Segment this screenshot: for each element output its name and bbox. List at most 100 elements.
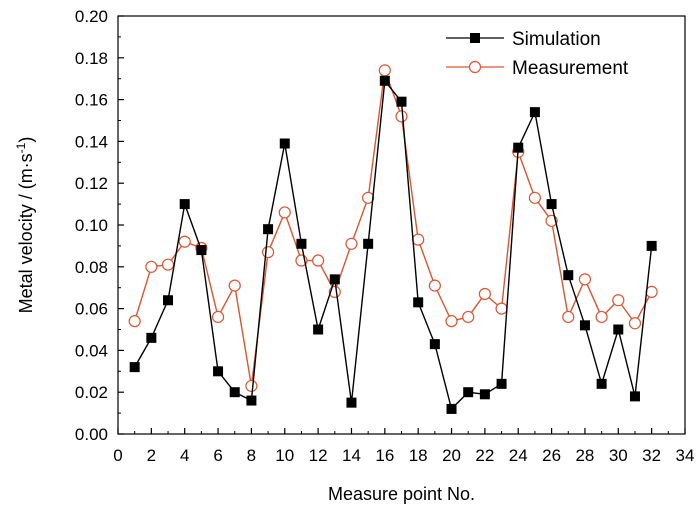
point-simulation	[579, 320, 590, 331]
y-tick-label: 0.18	[75, 49, 108, 68]
point-measurement	[495, 302, 508, 315]
legend-label-simulation: Simulation	[512, 29, 601, 50]
y-tick-label: 0.20	[75, 7, 108, 26]
point-simulation	[529, 107, 540, 118]
x-tick-label: 6	[213, 446, 222, 465]
point-simulation	[346, 397, 357, 408]
x-tick-label: 4	[180, 446, 189, 465]
point-simulation	[479, 389, 490, 400]
point-measurement	[312, 254, 325, 267]
x-tick-label: 0	[113, 446, 122, 465]
point-measurement	[628, 317, 642, 330]
point-measurement	[645, 285, 658, 298]
y-axis-title: Metal velocity / (m·s-1)	[14, 137, 36, 314]
point-simulation	[546, 199, 557, 210]
point-measurement	[595, 310, 608, 324]
point-measurement	[395, 110, 408, 123]
point-measurement	[478, 287, 491, 301]
point-simulation	[396, 96, 407, 107]
x-axis: 0 2 4 6 8 10 12 14 16 18 20 22 24 26 28 30 32 34	[113, 428, 694, 465]
y-tick-label: 0.10	[75, 216, 108, 235]
y-tick-label: 0.14	[75, 132, 108, 151]
point-simulation	[446, 403, 457, 414]
point-measurement	[528, 191, 542, 204]
point-simulation	[246, 395, 257, 406]
y-tick-label: 0.00	[75, 425, 108, 444]
point-measurement	[128, 315, 141, 328]
x-tick-label: 12	[309, 446, 328, 465]
legend-marker-simulation	[470, 33, 480, 43]
y-axis: 0.00 0.02 0.04 0.06 0.08 0.10 0.12 0.14 0.16 0.18…	[75, 7, 124, 444]
point-simulation	[463, 387, 474, 398]
point-measurement	[562, 310, 575, 324]
point-simulation	[379, 75, 390, 86]
point-simulation	[146, 332, 157, 343]
x-tick-label: 10	[275, 446, 294, 465]
series-layer	[128, 64, 658, 414]
series-line-simulation	[134, 80, 653, 410]
y-tick-label: 0.02	[75, 383, 108, 402]
point-simulation	[629, 391, 640, 402]
point-simulation	[279, 138, 290, 149]
point-simulation	[196, 245, 207, 256]
x-tick-label: 16	[375, 446, 394, 465]
point-measurement	[378, 64, 391, 77]
x-tick-label: 22	[475, 446, 494, 465]
point-simulation	[596, 378, 607, 389]
point-measurement	[145, 260, 158, 273]
point-simulation	[646, 240, 657, 251]
x-tick-label: 26	[542, 446, 561, 465]
point-simulation	[263, 224, 274, 235]
point-simulation	[513, 142, 524, 153]
point-measurement	[612, 294, 625, 307]
y-tick-label: 0.12	[75, 174, 108, 193]
y-tick-label: 0.16	[75, 91, 108, 110]
x-tick-label: 18	[409, 446, 428, 465]
point-measurement	[412, 233, 425, 246]
y-axis-title-superscript: -1	[14, 142, 28, 153]
y-tick-label: 0.06	[75, 300, 108, 319]
point-simulation	[129, 362, 140, 373]
point-simulation	[163, 295, 174, 306]
point-measurement	[211, 310, 225, 324]
legend: Simulation Measurement	[446, 29, 629, 79]
point-simulation	[429, 339, 440, 350]
point-measurement	[228, 279, 241, 292]
point-measurement	[362, 191, 375, 204]
point-measurement	[261, 246, 275, 259]
x-tick-label: 24	[509, 446, 528, 465]
point-simulation	[496, 378, 507, 389]
point-simulation	[413, 297, 424, 308]
point-measurement	[278, 206, 291, 219]
x-tick-label: 30	[609, 446, 628, 465]
point-measurement	[462, 310, 475, 324]
x-tick-label: 32	[642, 446, 661, 465]
point-measurement	[445, 315, 458, 328]
x-tick-label: 28	[575, 446, 594, 465]
x-tick-label: 2	[147, 446, 156, 465]
legend-label-measurement: Measurement	[512, 58, 629, 79]
point-measurement	[578, 273, 592, 286]
point-simulation	[563, 270, 574, 281]
point-simulation	[363, 238, 374, 249]
point-simulation	[179, 199, 190, 210]
legend-marker-measurement	[468, 60, 482, 74]
x-tick-label: 14	[342, 446, 361, 465]
x-tick-label: 20	[442, 446, 461, 465]
point-measurement	[428, 279, 441, 292]
point-measurement	[178, 235, 191, 248]
point-simulation	[213, 366, 224, 377]
x-tick-label: 8	[247, 446, 256, 465]
point-simulation	[313, 324, 324, 335]
point-measurement	[345, 237, 358, 250]
point-measurement	[245, 379, 258, 393]
point-simulation	[229, 387, 240, 398]
point-simulation	[329, 274, 340, 285]
series-line-measurement	[134, 69, 653, 387]
point-simulation	[613, 324, 624, 335]
y-tick-label: 0.04	[75, 341, 108, 360]
x-tick-label: 34	[676, 446, 695, 465]
point-simulation	[296, 238, 307, 249]
point-measurement	[161, 258, 175, 271]
